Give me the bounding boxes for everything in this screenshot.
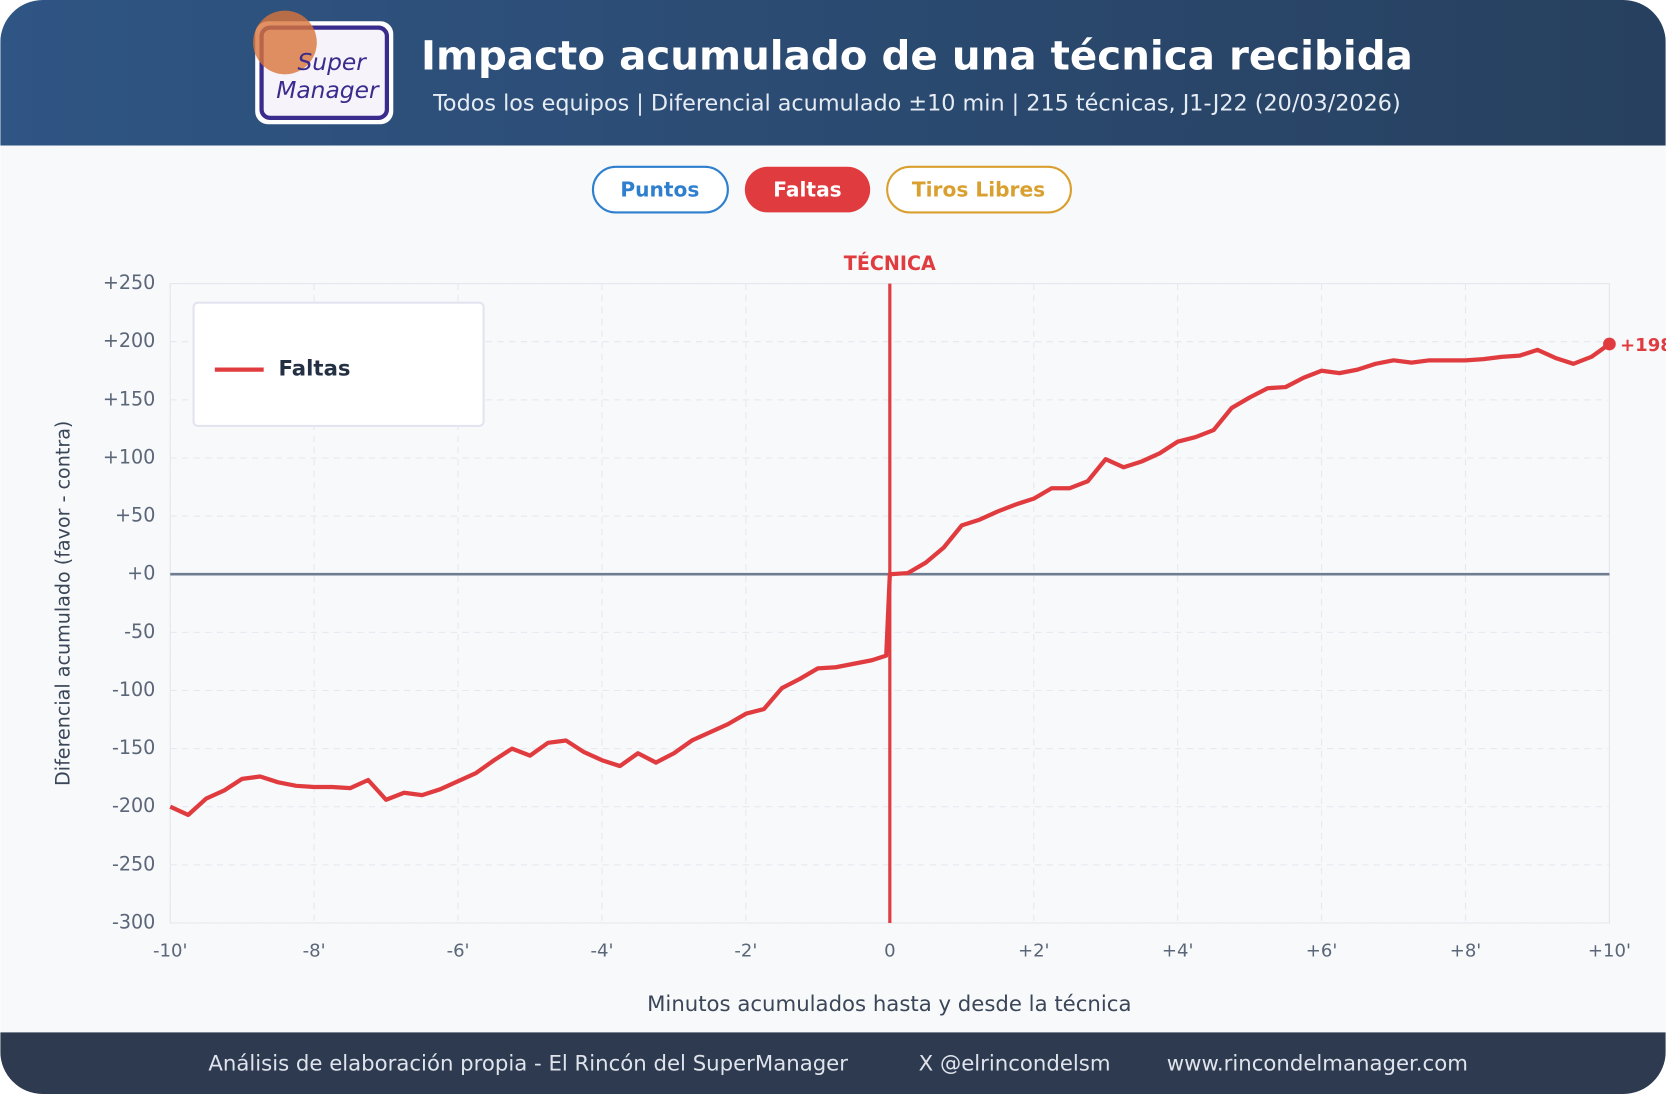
tab-button-active[interactable] <box>744 166 871 213</box>
x-tick-label: -4' <box>591 941 614 962</box>
x-tick-label: -2' <box>734 941 757 962</box>
x-tick-label: -10' <box>153 941 187 962</box>
footer-text: Análisis de elaboración propia - El Rinc… <box>208 1051 848 1076</box>
y-tick-label: -200 <box>112 794 155 817</box>
x-tick-label: +8' <box>1450 941 1482 962</box>
x-tick-label: +2' <box>1018 941 1050 962</box>
y-tick-label: +150 <box>103 387 156 410</box>
logo-ball <box>253 10 317 75</box>
tab-button[interactable] <box>886 165 1072 214</box>
tab-button[interactable] <box>591 165 729 214</box>
x-tick-label: 0 <box>884 941 895 962</box>
tab-label[interactable]: Puntos <box>620 178 699 202</box>
subtitle: Todos los equipos | Diferencial acumulad… <box>432 91 1401 117</box>
y-tick-label: -100 <box>112 678 155 701</box>
y-tick-label: -150 <box>112 736 155 759</box>
x-tick-label: +6' <box>1306 941 1338 962</box>
y-tick-label: +200 <box>103 329 156 352</box>
tab-label[interactable]: Tiros Libres <box>912 178 1045 202</box>
x-tick-label: +10' <box>1588 941 1631 962</box>
line <box>169 342 1611 818</box>
plot: -300 -250 -200 -150 -100 -50 +0 +50 +100 +150 +200… <box>103 252 1666 962</box>
footer-band <box>0 1032 1666 1094</box>
y-tick-label: -250 <box>112 852 155 875</box>
x-axis-title: Minutos acumulados hasta y desde la técn… <box>647 992 1131 1017</box>
y-tick-label: +250 <box>103 271 156 294</box>
footer-text: X @elrincondelsm <box>919 1051 1111 1076</box>
x-tick-label: -8' <box>303 941 326 962</box>
annotation-label: TÉCNICA <box>844 252 936 275</box>
y-tick-label: -50 <box>124 620 155 643</box>
y-tick-label: +100 <box>103 445 156 468</box>
y-tick-label: -300 <box>112 910 155 933</box>
legend-label: Faltas <box>279 357 351 382</box>
tab-label[interactable]: Faltas <box>773 178 841 202</box>
title: Impacto acumulado de una técnica recibid… <box>421 32 1413 79</box>
y-axis-title: Diferencial acumulado (favor - contra) <box>52 421 75 786</box>
y-tick-label: +50 <box>115 504 155 527</box>
logo-text: Super <box>297 48 367 76</box>
x-tick-label: +4' <box>1162 941 1194 962</box>
x-tick-label: -6' <box>447 941 470 962</box>
logo-text: Manager <box>276 76 380 104</box>
value-label: +198 <box>1620 335 1666 356</box>
footer-text: www.rincondelmanager.com <box>1167 1051 1468 1076</box>
end-point <box>1603 337 1616 351</box>
y-tick-label: +0 <box>127 562 155 585</box>
legend-box <box>192 301 485 427</box>
